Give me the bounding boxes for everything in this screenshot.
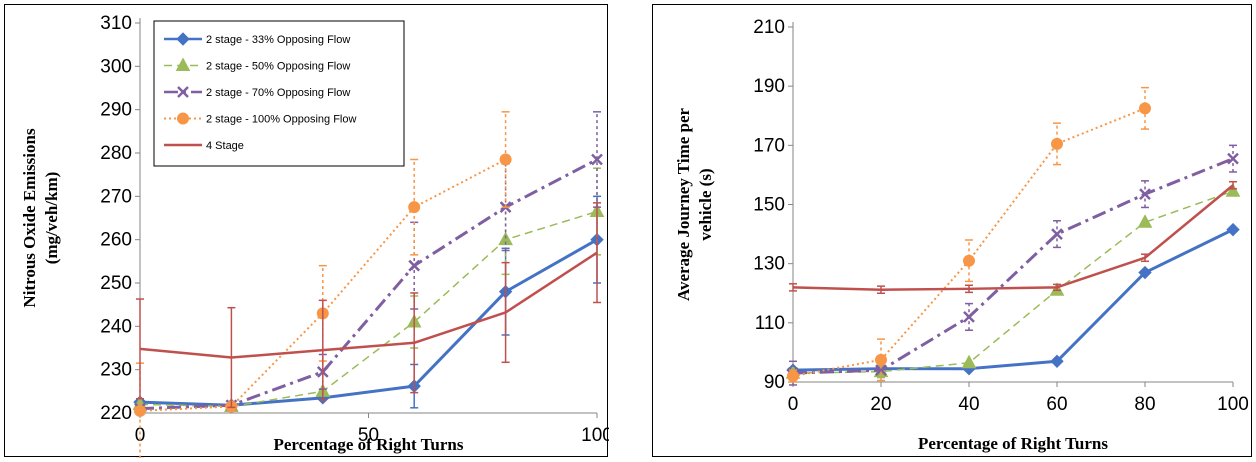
nox-x-tick-label: 100: [581, 425, 609, 446]
journey-series-2-stage-100-opposing-flow: [787, 86, 1151, 383]
nox-y-tick-label: 280: [100, 143, 132, 164]
data-point: [1137, 214, 1153, 228]
journey-time-chart: 90 110 130 150 170 190 210 0 20 40 60 80 100 Percenta…: [652, 4, 1252, 457]
nox-y-tick-label: 240: [100, 316, 132, 337]
data-point: [963, 254, 975, 267]
series-line: [792, 107, 1146, 378]
data-point: [591, 153, 603, 166]
series-line: [139, 210, 598, 408]
series-line: [792, 190, 1234, 374]
journey-series-2-stage-70-opposing-flow: [787, 144, 1239, 386]
data-point: [498, 231, 513, 246]
legend-label: 4 Stage: [206, 140, 244, 152]
data-point: [1139, 102, 1151, 115]
journey-y-axis-title: Average Journey Time per vehicle (s): [674, 107, 715, 301]
data-point: [875, 353, 887, 366]
data-point: [963, 311, 975, 323]
legend-marker: [177, 86, 189, 98]
legend-label: 2 stage - 100% Opposing Flow: [206, 114, 356, 126]
journey-x-tick-label: 0: [788, 394, 799, 415]
series-line: [792, 157, 1234, 375]
journey-y-tick-label: 90: [764, 372, 785, 393]
data-point: [1226, 222, 1240, 237]
legend-label: 2 stage - 50% Opposing Flow: [206, 61, 350, 73]
legend-marker: [177, 112, 189, 125]
data-point: [787, 370, 799, 383]
series-line: [792, 184, 1234, 291]
series-line: [139, 158, 507, 412]
nox-y-tick-label: 260: [100, 230, 132, 251]
legend-label: 2 stage - 33% Opposing Flow: [206, 34, 350, 46]
journey-y-tick-label: 130: [753, 254, 785, 275]
legend-box: [153, 20, 405, 167]
data-point: [961, 354, 977, 369]
nox-x-axis-title: Percentage of Right Turns: [274, 435, 464, 454]
journey-x-tick-label: 60: [1046, 394, 1067, 415]
data-point: [134, 404, 146, 417]
journey-series-4-stage: [789, 180, 1237, 294]
nox-series-2-stage-33-opposing-flow: [133, 195, 604, 412]
journey-y-tick-label: 210: [753, 17, 785, 38]
data-point: [1138, 265, 1152, 280]
nox-y-axis-title: Nitrous Oxide Emissions (mg/veh/km): [20, 128, 61, 308]
nox-y-tick-label: 220: [100, 403, 132, 424]
series-line: [139, 158, 598, 411]
journey-time-chart-svg: 90 110 130 150 170 190 210 0 20 40 60 80 100 Percenta…: [674, 17, 1249, 453]
data-point: [875, 364, 887, 377]
nox-y-tick-label: 230: [100, 360, 132, 381]
journey-x-tick-label: 100: [1217, 394, 1249, 415]
nox-chart-svg: 220 230 240 250 260 270 280 290 300 310 0 50 100 Perc…: [20, 13, 609, 458]
nox-x-tick-label: 0: [135, 425, 146, 446]
data-point: [499, 153, 512, 166]
data-point: [1051, 228, 1063, 240]
data-point: [1225, 183, 1241, 197]
journey-x-tick-label: 20: [870, 394, 891, 415]
data-point: [408, 201, 421, 214]
legend-marker: [175, 57, 191, 71]
nox-series-2-stage-50-opposing-flow: [132, 167, 605, 412]
series-line: [139, 238, 598, 407]
series-line: [792, 228, 1234, 372]
data-point: [1139, 188, 1151, 201]
journey-series-2-stage-50-opposing-flow: [785, 183, 1241, 379]
nox-y-tick-label: 270: [100, 186, 132, 207]
legend-marker: [176, 32, 190, 46]
data-point: [1227, 152, 1239, 165]
journey-x-axis-title: Percentage of Right Turns: [918, 434, 1108, 453]
nox-emissions-chart: 220 230 240 250 260 270 280 290 300 310 0 50 100 Perc…: [4, 4, 609, 458]
journey-x-tick-label: 80: [1134, 394, 1155, 415]
data-point: [408, 259, 421, 272]
data-point: [1051, 137, 1063, 150]
journey-y-tick-label: 150: [753, 195, 785, 216]
journey-x-tick-label: 40: [958, 394, 979, 415]
nox-series-4-stage: [136, 202, 601, 409]
journey-y-tick-label: 170: [753, 135, 785, 156]
journey-y-tick-label: 190: [753, 76, 785, 97]
series-line: [139, 251, 598, 359]
nox-y-tick-label: 310: [100, 13, 132, 34]
nox-y-tick-label: 290: [100, 100, 132, 121]
nox-y-tick-label: 250: [100, 273, 132, 294]
journey-series-2-stage-33-opposing-flow: [786, 222, 1240, 377]
journey-y-tick-label: 110: [755, 313, 785, 334]
legend-label: 2 stage - 70% Opposing Flow: [206, 87, 350, 99]
nox-x-tick-label: 50: [358, 425, 379, 446]
data-point: [1050, 354, 1064, 368]
nox-legend: 2 stage - 33% Opposing Flow 2 stage - 50%…: [153, 20, 405, 167]
nox-series-2-stage-100-opposing-flow: [134, 111, 512, 458]
nox-y-tick-label: 300: [100, 56, 132, 77]
